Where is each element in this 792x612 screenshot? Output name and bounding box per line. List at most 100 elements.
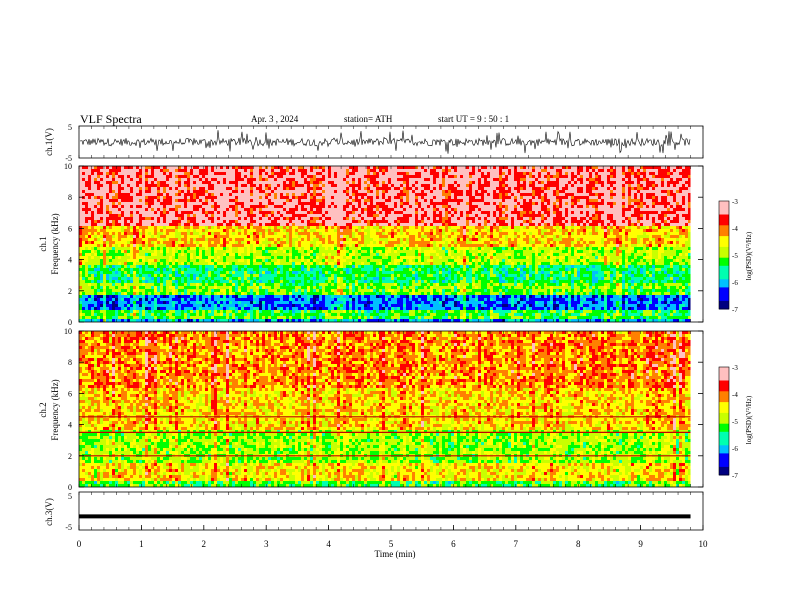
spectrogram-cell <box>223 196 226 199</box>
spectrogram-cell <box>154 193 157 196</box>
spectrogram-cell <box>334 298 337 301</box>
spectrogram-cell <box>364 235 367 238</box>
spectrogram-cell <box>79 223 82 226</box>
spectrogram-cell <box>130 181 133 184</box>
spectrogram-cell <box>115 187 118 190</box>
spectrogram-cell <box>301 229 304 232</box>
spectrogram-cell <box>250 262 253 265</box>
spectrogram-cell <box>286 178 289 181</box>
spectrogram-cell <box>325 238 328 241</box>
spectrogram-cell <box>313 232 316 235</box>
spectrogram-cell <box>103 241 106 244</box>
spectrogram-cell <box>151 202 154 205</box>
spectrogram-cell <box>328 295 331 298</box>
spectrogram-cell <box>139 295 142 298</box>
spectrogram-cell <box>115 217 118 220</box>
spectrogram-cell <box>316 274 319 277</box>
spectrogram-cell <box>241 256 244 259</box>
spectrogram-cell <box>226 196 229 199</box>
spectrogram-cell <box>199 211 202 214</box>
spectrogram-cell <box>172 232 175 235</box>
spectrogram-cell <box>262 241 265 244</box>
spectrogram-cell <box>166 262 169 265</box>
spectrogram-cell <box>145 247 148 250</box>
spectrogram-cell <box>97 229 100 232</box>
spectrogram-cell <box>124 184 127 187</box>
spectrogram-cell <box>136 229 139 232</box>
spectrogram-cell <box>88 313 91 316</box>
spectrogram-cell <box>100 181 103 184</box>
spectrogram-cell <box>79 220 82 223</box>
spectrogram-cell <box>100 199 103 202</box>
spectrogram-cell <box>202 199 205 202</box>
spectrogram-cell <box>79 181 82 184</box>
spectrogram-cell <box>88 229 91 232</box>
spectrogram-cell <box>130 265 133 268</box>
spectrogram-cell <box>115 220 118 223</box>
spectrogram-cell <box>202 244 205 247</box>
spectrogram-cell <box>274 214 277 217</box>
spectrogram-cell <box>259 289 262 292</box>
spectrogram-cell <box>148 247 151 250</box>
spectrogram-cell <box>175 196 178 199</box>
spectrogram-cell <box>124 232 127 235</box>
spectrogram-cell <box>151 277 154 280</box>
spectrogram-cell <box>229 217 232 220</box>
spectrogram-cell <box>355 319 358 322</box>
spectrogram-cell <box>139 310 142 313</box>
spectrogram-cell <box>310 226 313 229</box>
spectrogram-cell <box>232 319 235 322</box>
spectrogram-cell <box>361 253 364 256</box>
spectrogram-cell <box>241 310 244 313</box>
spectrogram-cell <box>238 169 241 172</box>
spectrogram-cell <box>265 181 268 184</box>
spectrogram-cell <box>133 271 136 274</box>
spectrogram-cell <box>205 193 208 196</box>
spectrogram-cell <box>235 226 238 229</box>
spectrogram-cell <box>301 310 304 313</box>
spectrogram-cell <box>241 313 244 316</box>
spectrogram-cell <box>316 178 319 181</box>
spectrogram-cell <box>295 274 298 277</box>
spectrogram-cell <box>220 196 223 199</box>
spectrogram-cell <box>274 289 277 292</box>
spectrogram-cell <box>358 205 361 208</box>
spectrogram-cell <box>364 307 367 310</box>
spectrogram-cell <box>238 301 241 304</box>
spectrogram-cell <box>358 238 361 241</box>
spectrogram-cell <box>133 307 136 310</box>
spectrogram-cell <box>187 241 190 244</box>
spectrogram-cell <box>151 250 154 253</box>
date-label: Apr. 3 , 2024 <box>251 114 299 124</box>
spectrogram-cell <box>181 184 184 187</box>
spectrogram-cell <box>181 208 184 211</box>
spectrogram-cell <box>94 271 97 274</box>
spectrogram-cell <box>346 286 349 289</box>
spectrogram-cell <box>235 265 238 268</box>
spectrogram-cell <box>331 238 334 241</box>
spectrogram-cell <box>334 211 337 214</box>
spectrogram-cell <box>157 217 160 220</box>
spectrogram-cell <box>130 196 133 199</box>
spectrogram-cell <box>265 190 268 193</box>
spectrogram-cell <box>133 190 136 193</box>
spectrogram-cell <box>253 226 256 229</box>
spectrogram-cell <box>127 232 130 235</box>
spectrogram-cell <box>181 229 184 232</box>
spectrogram-cell <box>124 292 127 295</box>
spectrogram-cell <box>121 214 124 217</box>
spectrogram-cell <box>79 229 82 232</box>
spectrogram-cell <box>178 166 181 169</box>
spectrogram-cell <box>241 274 244 277</box>
spectrogram-cell <box>349 223 352 226</box>
spectrogram-cell <box>310 169 313 172</box>
spectrogram-cell <box>259 217 262 220</box>
spectrogram-cell <box>97 295 100 298</box>
spectrogram-cell <box>310 214 313 217</box>
spectrogram-cell <box>289 298 292 301</box>
spectrogram-cell <box>298 217 301 220</box>
spectrogram-cell <box>286 199 289 202</box>
spectrogram-cell <box>265 229 268 232</box>
spectrogram-cell <box>280 199 283 202</box>
spectrogram-cell <box>289 250 292 253</box>
